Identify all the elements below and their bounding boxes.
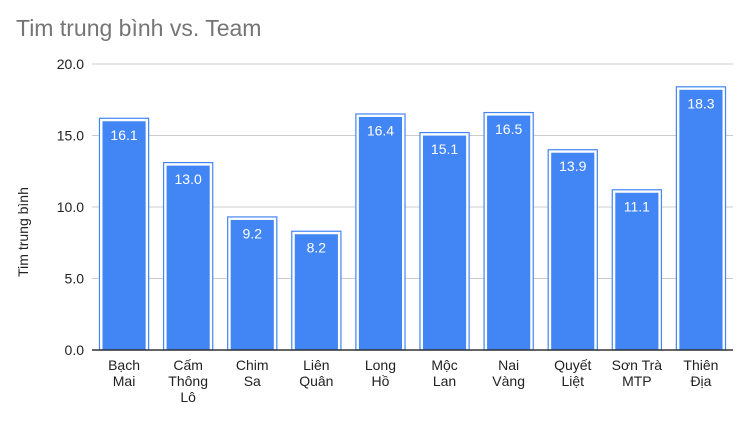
- bar: [358, 116, 403, 350]
- y-tick-label: 10.0: [57, 199, 84, 215]
- x-tick-label: Liên Quân: [299, 357, 333, 389]
- x-tick-label: Thiên Địa: [683, 357, 718, 389]
- x-tick-label: Mộc Lan: [431, 357, 457, 389]
- bar: [551, 152, 595, 350]
- bar-value-label: 18.3: [687, 95, 714, 111]
- y-tick-label: 0.0: [65, 342, 85, 358]
- bar-value-label: 16.4: [367, 122, 394, 138]
- y-tick-label: 15.0: [57, 128, 84, 144]
- bar: [422, 135, 467, 350]
- x-tick-label: Nai Vàng: [492, 357, 525, 389]
- y-axis-label: Tim trung bình: [15, 187, 31, 277]
- bar: [615, 192, 659, 350]
- x-tick-label: Bạch Mai: [108, 357, 140, 389]
- bar-value-label: 16.5: [495, 121, 522, 137]
- bar-value-label: 8.2: [307, 240, 327, 256]
- bar-value-label: 11.1: [624, 198, 650, 214]
- bar: [166, 165, 210, 350]
- x-tick-label: Long Hồ: [365, 357, 396, 389]
- bar-value-label: 15.1: [431, 141, 458, 157]
- bar: [294, 234, 338, 350]
- bar-value-label: 13.9: [559, 158, 586, 174]
- x-tick-label: Cấm Thông Lô: [168, 357, 208, 405]
- bar: [487, 115, 531, 350]
- x-tick-label: Quyết Liệt: [554, 357, 591, 389]
- bar: [102, 121, 146, 351]
- bar-value-label: 9.2: [243, 225, 263, 241]
- x-tick-labels: Bạch Mai Cấm Thông Lô Chim Sa Liên Quân Long Hồ Mộc…: [108, 357, 718, 405]
- bar: [230, 219, 274, 350]
- x-tick-label: Chim Sa: [236, 357, 269, 389]
- bar-value-label: 16.1: [110, 127, 137, 143]
- bars: 16.1 13.0 9.2 8.2 16.4 15.1 16.5 13.9 11.1 18.3: [98, 86, 727, 351]
- bar: [679, 89, 723, 350]
- y-tick-labels: 0.0 5.0 10.0 15.0 20.0: [57, 56, 84, 358]
- y-tick-label: 20.0: [57, 56, 84, 72]
- y-tick-label: 5.0: [65, 271, 85, 287]
- chart-title: Tim trung bình vs. Team: [16, 15, 261, 41]
- bar-value-label: 13.0: [175, 171, 202, 187]
- x-tick-label: Sơn Trà MTP: [612, 357, 663, 389]
